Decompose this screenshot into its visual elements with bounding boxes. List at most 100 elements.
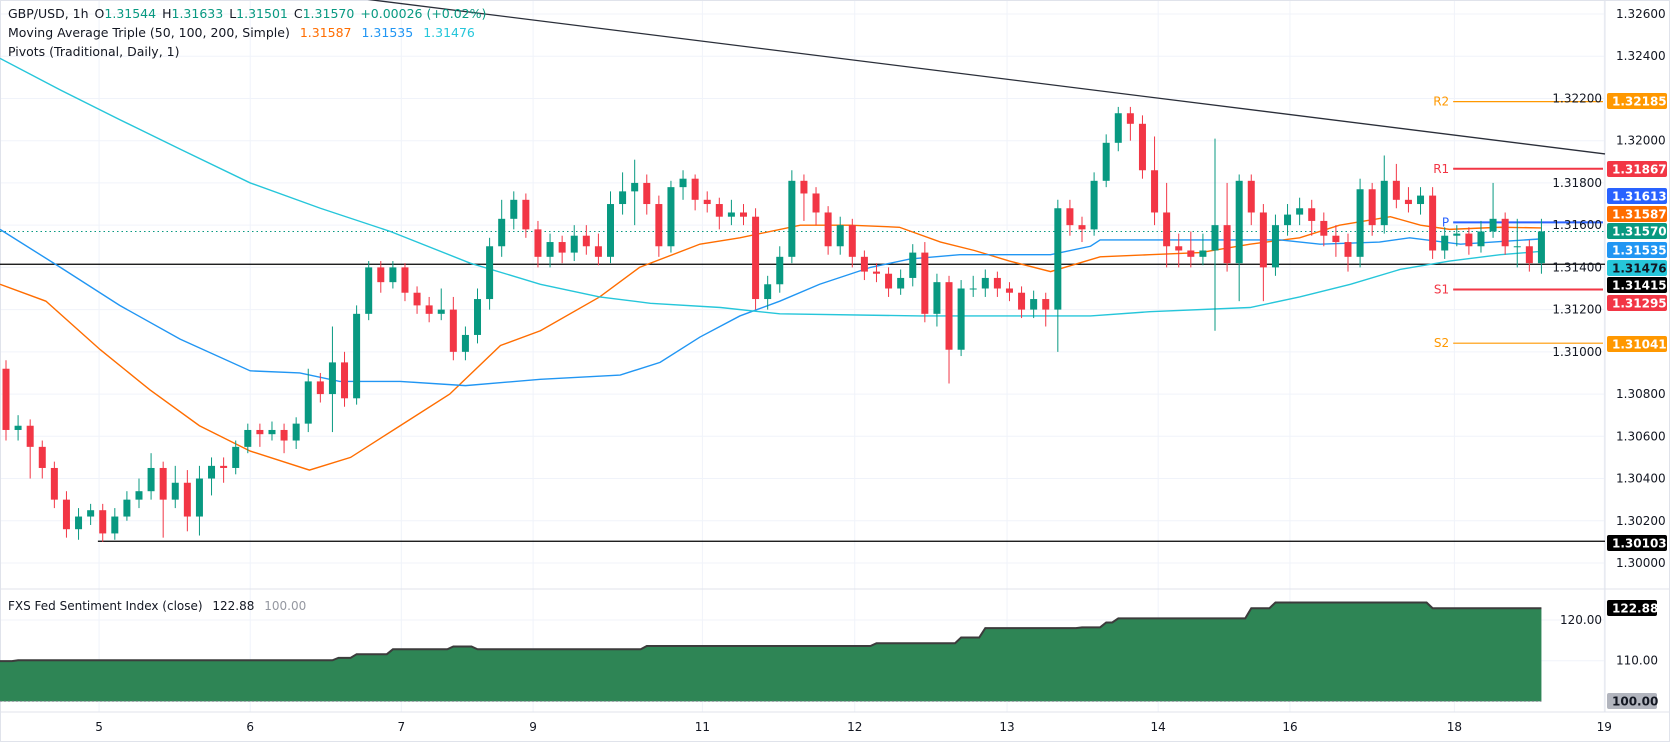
candle-body bbox=[679, 178, 687, 188]
candle-body bbox=[776, 256, 784, 285]
candle bbox=[1211, 138, 1219, 331]
candle-body bbox=[1441, 235, 1449, 251]
candle-body bbox=[945, 282, 953, 350]
candle-body bbox=[848, 225, 856, 257]
candle-body bbox=[171, 482, 179, 500]
candle-body bbox=[38, 446, 46, 468]
candle bbox=[1042, 292, 1050, 327]
candle bbox=[171, 465, 179, 509]
candle-body bbox=[1151, 170, 1159, 213]
low-label: L bbox=[229, 6, 237, 21]
candle bbox=[836, 216, 844, 255]
candle bbox=[437, 288, 445, 321]
price-tag bbox=[1607, 295, 1667, 311]
pivot-label-p: P bbox=[1442, 215, 1449, 229]
candle-body bbox=[909, 252, 917, 278]
candle bbox=[800, 174, 808, 221]
candle-body bbox=[1513, 246, 1521, 248]
price-tick-label: 1.30400 bbox=[1616, 472, 1666, 486]
candle bbox=[498, 199, 506, 257]
pivot-label-s1: S1 bbox=[1434, 283, 1449, 297]
indicator-lines: R2 R1 P S1 S2 bbox=[0, 0, 1606, 542]
candle-body bbox=[461, 334, 469, 352]
candle bbox=[1392, 163, 1400, 209]
price-tick-label: 1.31600 bbox=[1552, 218, 1602, 232]
sentiment-title[interactable]: FXS Fed Sentiment Index (close) bbox=[8, 599, 203, 613]
date-tick-label: 13 bbox=[999, 720, 1014, 734]
candle bbox=[111, 508, 119, 540]
candle-body bbox=[159, 467, 167, 500]
candle bbox=[292, 417, 300, 449]
date-tick-label: 5 bbox=[95, 720, 103, 734]
candle bbox=[1284, 204, 1292, 236]
price-tick-label: 1.31400 bbox=[1552, 260, 1602, 274]
candle-body bbox=[1308, 208, 1316, 221]
price-tag-label: 1.31867 bbox=[1612, 163, 1667, 177]
pivot-label-s2: S2 bbox=[1434, 336, 1449, 350]
candle bbox=[969, 275, 977, 297]
candle bbox=[1489, 182, 1497, 238]
candle-body bbox=[921, 252, 929, 314]
high-value: 1.31633 bbox=[171, 6, 224, 21]
price-tick-label: 1.31000 bbox=[1552, 345, 1602, 359]
candle-body bbox=[1078, 225, 1086, 230]
candle-body bbox=[111, 516, 119, 534]
candle-body bbox=[1018, 292, 1026, 310]
candle bbox=[993, 271, 1001, 297]
candle bbox=[2, 360, 10, 441]
candle-body bbox=[195, 478, 203, 517]
low-value: 1.31501 bbox=[236, 6, 288, 21]
candle bbox=[38, 440, 46, 479]
sentiment-line bbox=[0, 601, 1542, 663]
candle bbox=[461, 326, 469, 361]
candle-body bbox=[220, 465, 228, 468]
candle-body bbox=[244, 429, 252, 447]
candle bbox=[280, 423, 288, 454]
candle-body bbox=[764, 284, 772, 300]
ma-title[interactable]: Moving Average Triple (50, 100, 200, Sim… bbox=[8, 25, 290, 40]
open-label: O bbox=[94, 6, 105, 21]
candle-body bbox=[933, 282, 941, 314]
candle-body bbox=[594, 246, 602, 257]
candle bbox=[87, 503, 95, 525]
candle bbox=[582, 225, 590, 255]
ma50-value: 1.31587 bbox=[299, 25, 352, 40]
date-tick-label: 6 bbox=[246, 720, 254, 734]
date-tick-label: 12 bbox=[847, 720, 862, 734]
candle-body bbox=[643, 182, 651, 205]
price-axis[interactable]: 1.32600 1.32400 1.32200 1.32000 1.31800 1.316… bbox=[1552, 1, 1670, 712]
candle bbox=[1163, 182, 1171, 268]
symbol-legend: GBP/USD, 1h O1.31544 H1.31633 L1.31501 C1.31… bbox=[8, 6, 492, 22]
symbol-title[interactable]: GBP/USD, 1h bbox=[8, 6, 89, 21]
candle bbox=[26, 419, 34, 479]
candle bbox=[50, 461, 58, 509]
candle-body bbox=[62, 499, 70, 530]
candle bbox=[570, 225, 578, 262]
candle-body bbox=[510, 199, 518, 219]
sentiment-tick-label: 120.00 bbox=[1560, 613, 1602, 627]
candle bbox=[365, 261, 373, 321]
candle bbox=[776, 246, 784, 293]
candle-body bbox=[619, 191, 627, 205]
candle-body bbox=[401, 267, 409, 293]
date-tick-label: 18 bbox=[1447, 720, 1462, 734]
candle-body bbox=[208, 465, 216, 479]
candle-body bbox=[1114, 113, 1122, 143]
candle bbox=[486, 237, 494, 310]
candle bbox=[220, 457, 228, 483]
candle-body bbox=[14, 425, 22, 430]
candle-body bbox=[50, 467, 58, 500]
candle-body bbox=[522, 199, 530, 230]
time-axis[interactable]: 5 6 7 9 11 12 13 14 16 18 19 bbox=[0, 711, 1670, 734]
candle-body bbox=[824, 212, 832, 247]
candle-body bbox=[872, 271, 880, 274]
candle bbox=[135, 478, 143, 509]
candle bbox=[316, 372, 324, 403]
candle bbox=[1537, 218, 1545, 274]
candle-body bbox=[1429, 195, 1437, 251]
candle-body bbox=[667, 187, 675, 247]
pivots-title[interactable]: Pivots (Traditional, Daily, 1) bbox=[8, 44, 180, 59]
price-tick-label: 1.30200 bbox=[1616, 514, 1666, 528]
candle-body bbox=[1030, 299, 1038, 310]
